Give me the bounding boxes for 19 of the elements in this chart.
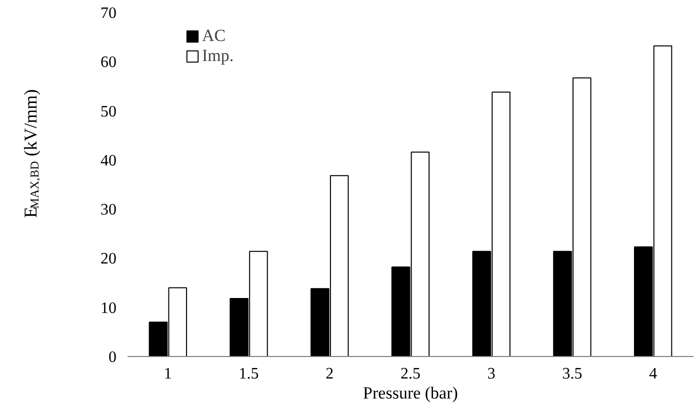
y-axis-title: EMAX,BD (kV/mm) — [20, 89, 42, 218]
x-tick-label: 1 — [164, 366, 172, 382]
y-tick-label: 30 — [100, 202, 116, 219]
y-tick-label: 20 — [100, 250, 116, 268]
y-tick-label: 0 — [108, 349, 116, 366]
y-tick-label: 40 — [100, 152, 116, 170]
legend-label: Imp. — [202, 46, 234, 66]
y-tick-label: 60 — [100, 54, 116, 72]
x-tick-label: 4 — [649, 366, 658, 382]
x-tick-label: 3.5 — [562, 366, 582, 382]
legend-label: AC — [202, 26, 226, 46]
y-tick-label: 10 — [100, 300, 116, 317]
y-tick-label: 70 — [100, 5, 116, 22]
y-tick-label: 50 — [100, 103, 116, 120]
x-tick-label: 3 — [487, 366, 496, 382]
x-axis-title: Pressure (bar) — [363, 384, 458, 402]
x-tick-label: 2 — [326, 366, 334, 382]
x-tick-label: 1.5 — [238, 366, 259, 382]
x-tick-label: 2.5 — [400, 366, 420, 382]
